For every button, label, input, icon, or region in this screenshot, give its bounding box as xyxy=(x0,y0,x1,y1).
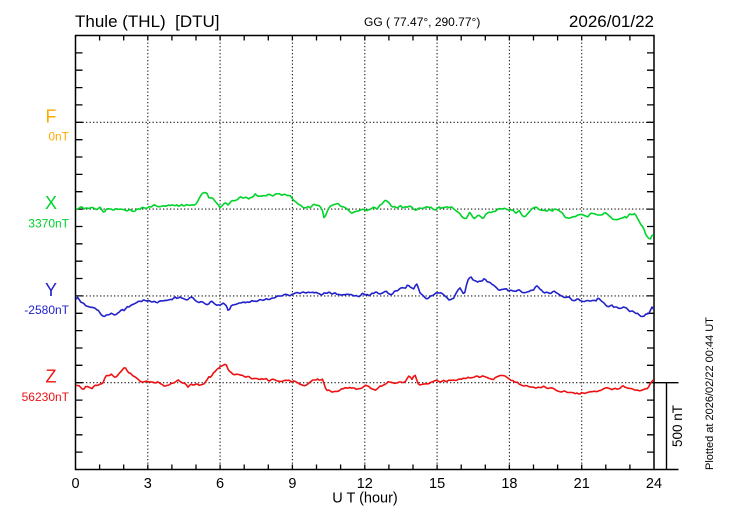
svg-text:3: 3 xyxy=(144,476,152,492)
svg-text:2026/01/22: 2026/01/22 xyxy=(569,12,654,31)
svg-text:U T (hour): U T (hour) xyxy=(332,491,398,507)
svg-text:3370nT: 3370nT xyxy=(28,216,69,230)
svg-text:0nT: 0nT xyxy=(48,130,69,144)
svg-text:21: 21 xyxy=(574,476,590,492)
svg-text:12: 12 xyxy=(357,476,373,492)
svg-text:56230nT: 56230nT xyxy=(22,390,70,404)
svg-text:Z: Z xyxy=(46,367,57,387)
svg-text:Thule (THL) [DTU]: Thule (THL) [DTU] xyxy=(75,12,220,31)
svg-text:9: 9 xyxy=(288,476,296,492)
svg-text:Plotted at 2026/02/22 00:44 UT: Plotted at 2026/02/22 00:44 UT xyxy=(704,317,716,470)
svg-text:0: 0 xyxy=(71,476,79,492)
svg-text:6: 6 xyxy=(216,476,224,492)
svg-text:24: 24 xyxy=(646,476,662,492)
svg-text:Y: Y xyxy=(45,280,57,300)
svg-text:15: 15 xyxy=(429,476,445,492)
svg-text:F: F xyxy=(46,106,57,126)
svg-text:GG ( 77.47°, 290.77°): GG ( 77.47°, 290.77°) xyxy=(364,15,480,29)
svg-text:-2580nT: -2580nT xyxy=(24,303,69,317)
svg-text:18: 18 xyxy=(501,476,517,492)
svg-text:500 nT: 500 nT xyxy=(670,405,685,447)
svg-text:X: X xyxy=(45,193,57,213)
